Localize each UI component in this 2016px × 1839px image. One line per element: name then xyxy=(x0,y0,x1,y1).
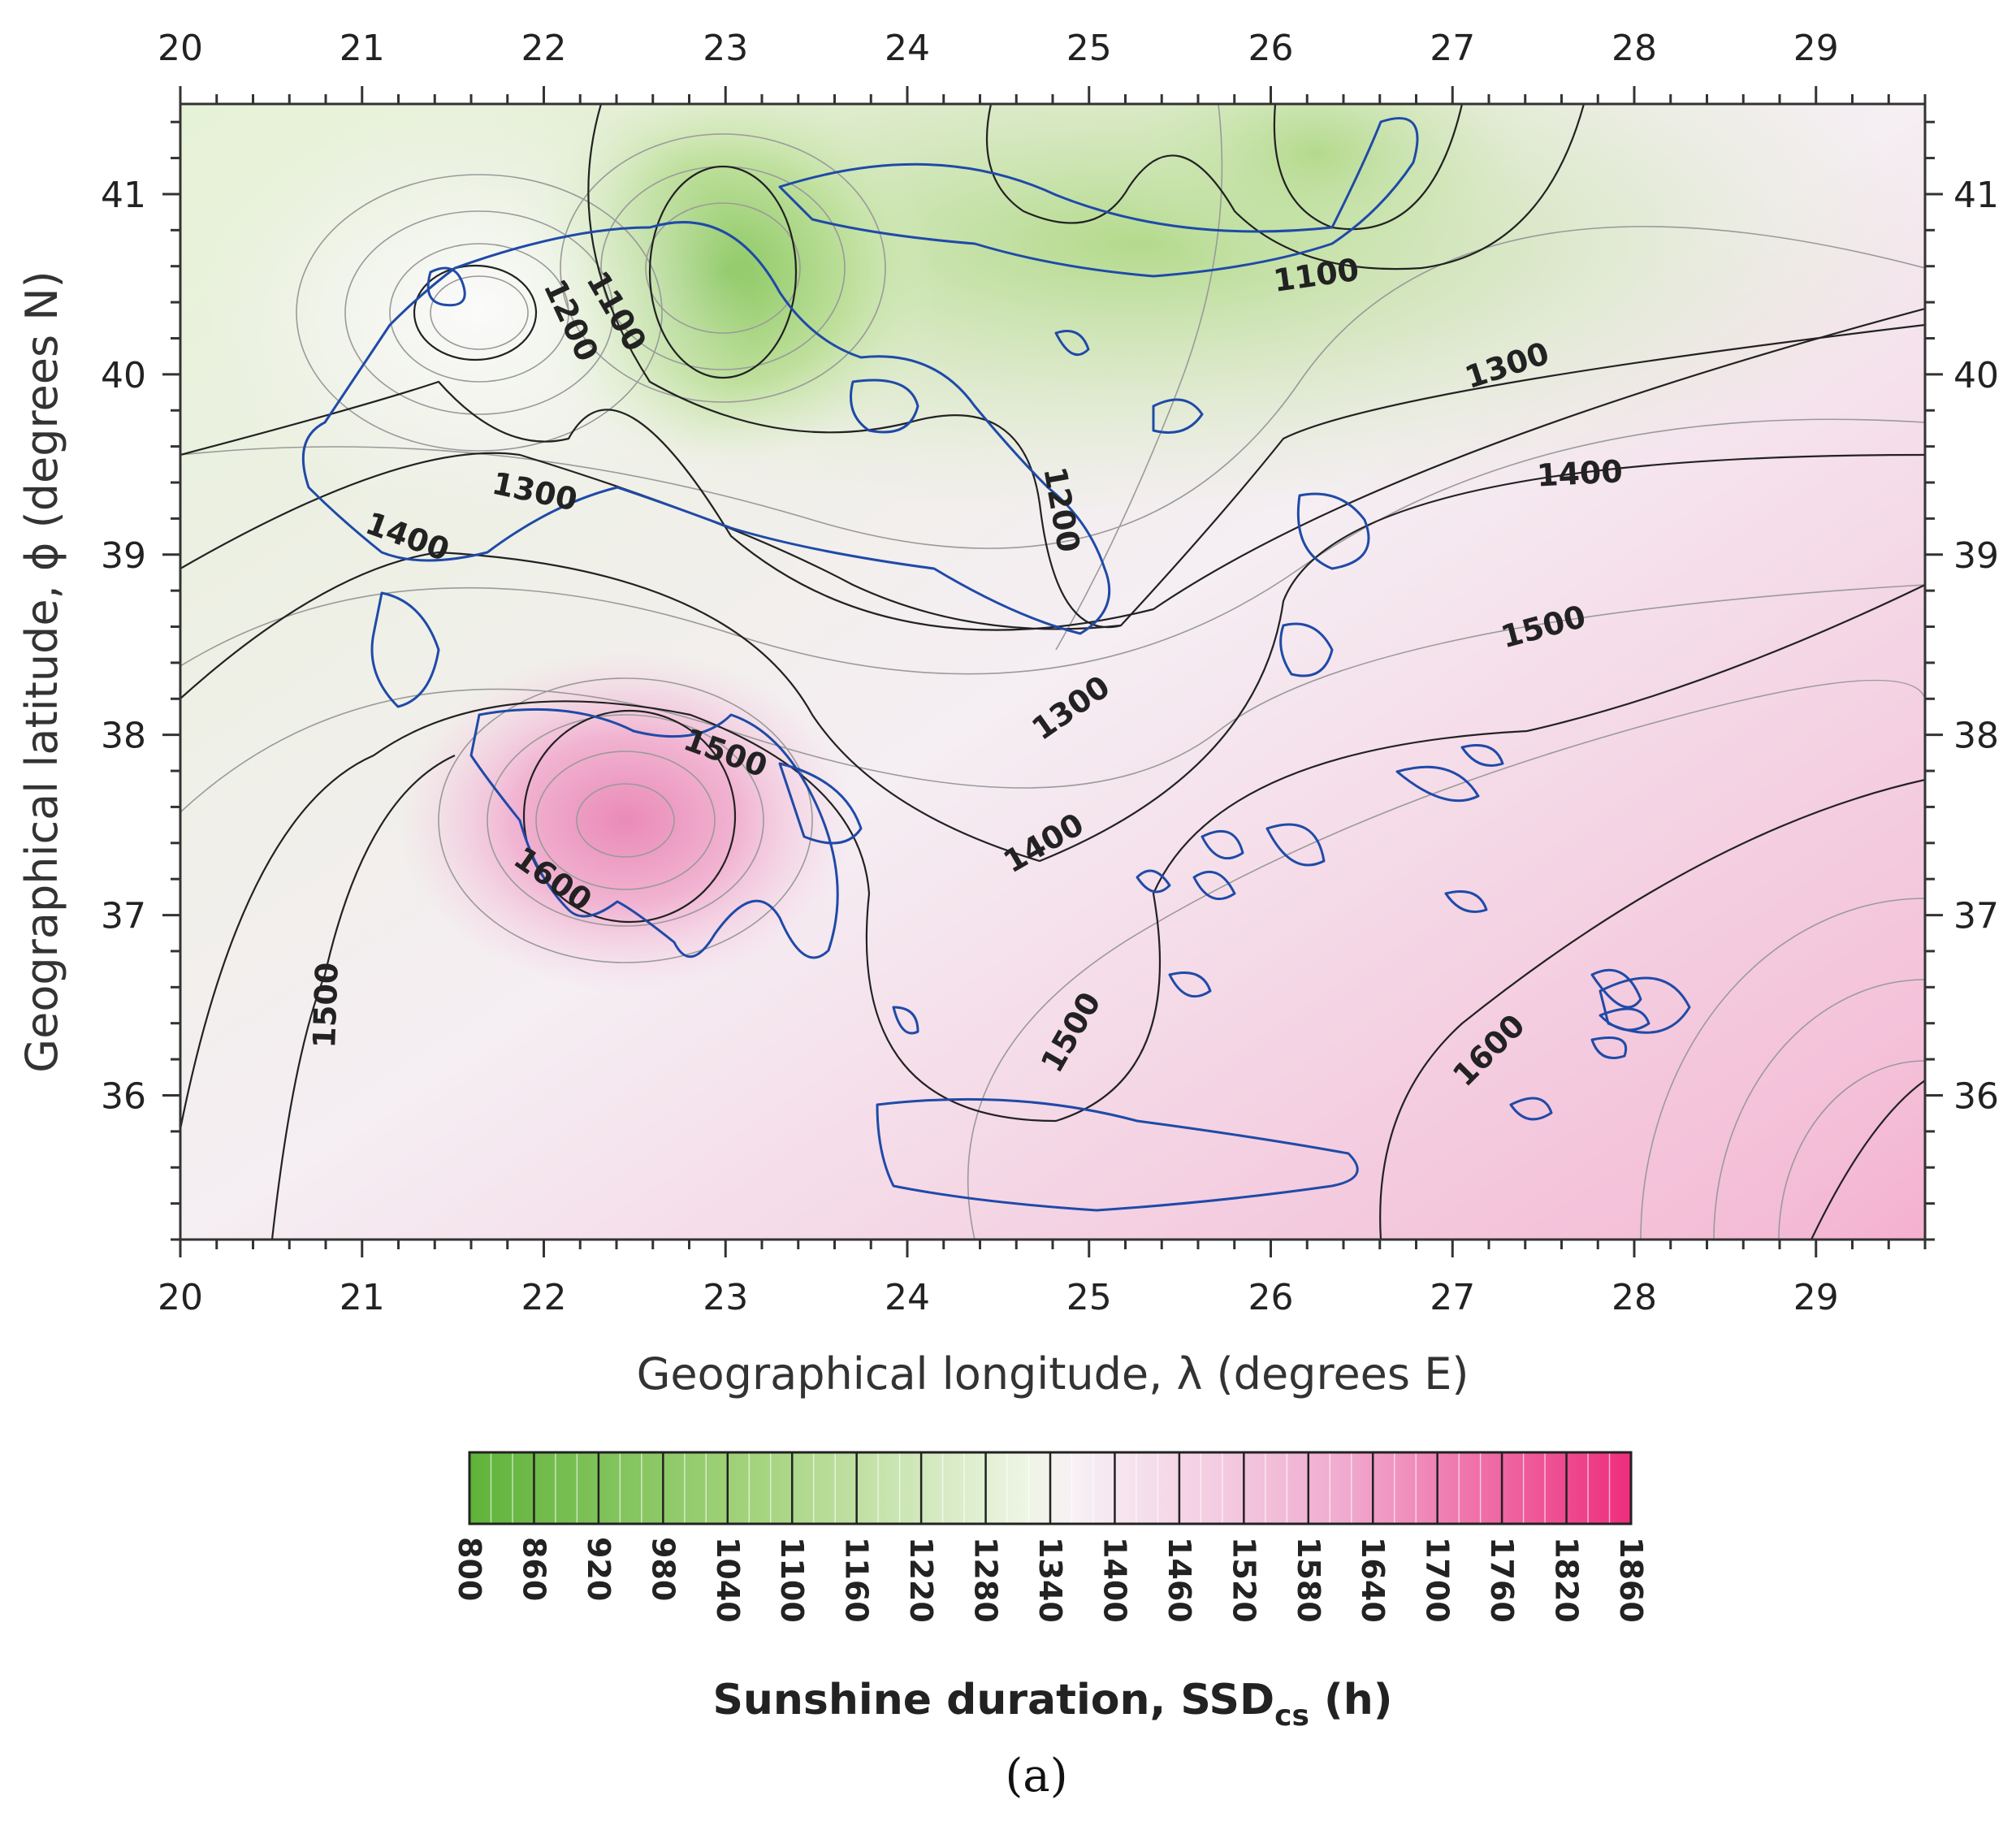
y-tick-label-right: 40 xyxy=(1953,355,1999,396)
y-tick-label-left: 38 xyxy=(101,716,146,757)
x-tick-label-top: 22 xyxy=(521,28,567,69)
colorbar-tick-label: 1520 xyxy=(1226,1537,1261,1623)
colorbar-frame xyxy=(468,1451,1633,1525)
x-tick-label-top: 26 xyxy=(1248,28,1294,69)
y-axis-title: Geographical latitude, ϕ (degrees N) xyxy=(16,270,67,1072)
contour-label: 1500 xyxy=(306,962,345,1049)
colorbar-tick-label: 1640 xyxy=(1355,1537,1391,1623)
colorbar-title-suffix: (h) xyxy=(1309,1676,1393,1724)
x-tick-label-top: 25 xyxy=(1066,28,1112,69)
y-tick-label-right: 39 xyxy=(1953,535,1999,577)
x-tick-label-bottom: 26 xyxy=(1248,1277,1294,1318)
x-tick-label-top: 27 xyxy=(1430,28,1475,69)
y-tick-label-left: 39 xyxy=(101,535,146,577)
colorbar-tick-label: 1040 xyxy=(710,1537,746,1623)
y-tick-label-left: 36 xyxy=(101,1075,146,1117)
colorbar-tick-label: 920 xyxy=(581,1537,616,1601)
ssd-field-southeast-pink xyxy=(1421,817,1925,1240)
y-tick-label-left: 37 xyxy=(101,896,146,937)
colorbar-tick-label: 1340 xyxy=(1032,1537,1068,1623)
colorbar-tick-label: 1860 xyxy=(1613,1537,1649,1623)
x-tick-label-bottom: 20 xyxy=(158,1277,203,1318)
ssd-field-west-white xyxy=(203,104,755,520)
axis-ticks xyxy=(162,86,1943,1257)
x-tick-labels-top: 20 21 22 23 24 25 26 27 28 29 xyxy=(158,28,1839,69)
colorbar-tick-label: 1820 xyxy=(1549,1537,1585,1623)
y-tick-label-right: 37 xyxy=(1953,896,1999,937)
colorbar-tick-label: 1160 xyxy=(839,1537,875,1623)
x-tick-label-top: 21 xyxy=(340,28,385,69)
x-tick-label-bottom: 21 xyxy=(340,1277,385,1318)
map-plot-area xyxy=(180,104,1925,1240)
y-tick-label-right: 41 xyxy=(1953,175,1999,216)
y-tick-labels-left: 41 40 39 38 37 36 xyxy=(101,175,146,1118)
x-tick-label-top: 29 xyxy=(1793,28,1839,69)
x-tick-labels-bottom: 20 21 22 23 24 25 26 27 28 29 xyxy=(158,1277,1839,1318)
x-tick-label-bottom: 25 xyxy=(1066,1277,1112,1318)
colorbar-tick-label: 1220 xyxy=(903,1537,939,1623)
colorbar-tick-label: 1460 xyxy=(1162,1537,1197,1623)
y-tick-labels-right: 41 40 39 38 37 36 xyxy=(1953,175,1999,1118)
colorbar-tick-label: 1760 xyxy=(1484,1537,1520,1623)
y-tick-label-right: 36 xyxy=(1953,1075,1999,1117)
colorbar-title-sub: cs xyxy=(1274,1699,1309,1733)
x-tick-label-top: 24 xyxy=(885,28,930,69)
contour-label: 1400 xyxy=(1536,453,1624,493)
major-contours xyxy=(180,104,1925,1240)
colorbar-title: Sunshine duration, SSDcs (h) xyxy=(712,1676,1392,1733)
ssd-field-pink-max xyxy=(398,650,853,991)
colorbar-tick-label: 1700 xyxy=(1420,1537,1456,1623)
x-tick-label-bottom: 29 xyxy=(1793,1277,1839,1318)
y-tick-label-left: 40 xyxy=(101,355,146,396)
x-tick-label-top: 28 xyxy=(1612,28,1657,69)
colorbar-tick-label: 980 xyxy=(645,1537,681,1601)
y-tick-label-right: 38 xyxy=(1953,716,1999,757)
x-tick-label-bottom: 27 xyxy=(1430,1277,1475,1318)
coastlines xyxy=(301,117,1691,1212)
x-tick-label-bottom: 22 xyxy=(521,1277,567,1318)
colorbar-tick-label: 1280 xyxy=(968,1537,1004,1623)
colorbar-tick-label: 800 xyxy=(452,1537,487,1601)
x-tick-label-top: 20 xyxy=(158,28,203,69)
colorbar-title-main: Sunshine duration, SSD xyxy=(712,1676,1274,1724)
colorbar-tick-label: 1100 xyxy=(774,1537,810,1623)
colorbar-tick-labels: 800 860 920 980 1040 1100 1160 1220 1280 1340 1400… xyxy=(452,1537,1649,1623)
x-tick-label-bottom: 24 xyxy=(885,1277,930,1318)
colorbar-tick-label: 1400 xyxy=(1097,1537,1132,1623)
x-axis-title: Geographical longitude, λ (degrees E) xyxy=(637,1348,1469,1400)
colorbar: 800 860 920 980 1040 1100 1160 1220 1280 1340 1400… xyxy=(452,1451,1649,1733)
x-tick-label-top: 23 xyxy=(703,28,748,69)
ssd-field-northeast-green xyxy=(1105,104,1527,284)
panel-label: (a) xyxy=(1005,1750,1067,1802)
colorbar-tick-label: 1580 xyxy=(1291,1537,1326,1623)
colorbar-tick-label: 860 xyxy=(516,1537,552,1601)
x-tick-label-bottom: 23 xyxy=(703,1277,748,1318)
y-tick-label-left: 41 xyxy=(101,175,146,216)
x-tick-label-bottom: 28 xyxy=(1612,1277,1657,1318)
minor-contours xyxy=(180,104,1925,1240)
